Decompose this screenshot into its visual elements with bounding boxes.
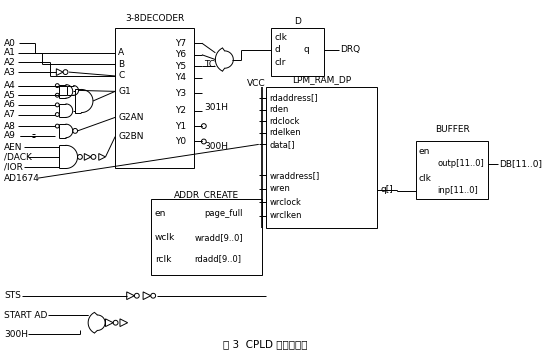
Text: TC: TC bbox=[204, 60, 215, 69]
Text: A5: A5 bbox=[4, 91, 16, 100]
Text: rden: rden bbox=[270, 105, 289, 114]
Text: wrclock: wrclock bbox=[270, 198, 301, 207]
Text: STS: STS bbox=[4, 291, 21, 300]
Text: Y4: Y4 bbox=[175, 73, 186, 82]
Text: A: A bbox=[118, 48, 124, 57]
Text: rdaddress[]: rdaddress[] bbox=[270, 94, 318, 103]
Text: Y1: Y1 bbox=[175, 122, 186, 131]
Text: G2AN: G2AN bbox=[118, 113, 144, 122]
Text: AEN: AEN bbox=[4, 143, 23, 152]
Text: START AD: START AD bbox=[4, 310, 48, 319]
Text: VCC: VCC bbox=[247, 79, 266, 88]
Text: 300H: 300H bbox=[204, 142, 228, 151]
Text: Y7: Y7 bbox=[175, 39, 186, 48]
Text: ADDR_CREATE: ADDR_CREATE bbox=[174, 190, 239, 199]
Text: 图 3  CPLD 电路实现图: 图 3 CPLD 电路实现图 bbox=[223, 339, 308, 349]
Text: Y3: Y3 bbox=[175, 89, 186, 98]
Text: en: en bbox=[155, 209, 166, 218]
Text: G1: G1 bbox=[118, 87, 131, 96]
Text: d: d bbox=[274, 45, 280, 54]
Text: 3-8DECODER: 3-8DECODER bbox=[125, 14, 184, 23]
Text: Y2: Y2 bbox=[175, 106, 186, 115]
Text: rclk: rclk bbox=[155, 254, 171, 264]
Bar bbox=[115, 28, 194, 168]
Bar bbox=[416, 142, 488, 199]
Bar bbox=[271, 28, 324, 76]
Text: page_full: page_full bbox=[204, 209, 242, 218]
Text: DB[11..0]: DB[11..0] bbox=[499, 159, 542, 168]
Text: inp[11..0]: inp[11..0] bbox=[437, 186, 478, 195]
Text: LPM_RAM_DP: LPM_RAM_DP bbox=[292, 75, 351, 84]
Text: A8: A8 bbox=[4, 122, 16, 131]
Text: A4: A4 bbox=[4, 81, 16, 90]
Text: A0: A0 bbox=[4, 39, 16, 48]
Text: A1: A1 bbox=[4, 48, 16, 57]
Text: wrclken: wrclken bbox=[270, 211, 302, 220]
Text: C: C bbox=[118, 72, 124, 81]
Text: A2: A2 bbox=[4, 58, 16, 67]
Text: 301H: 301H bbox=[204, 103, 228, 112]
Text: clr: clr bbox=[274, 58, 286, 67]
Bar bbox=[266, 86, 378, 228]
Text: wradd[9..0]: wradd[9..0] bbox=[194, 233, 243, 242]
Text: G2BN: G2BN bbox=[118, 132, 144, 141]
Text: wren: wren bbox=[270, 184, 290, 193]
Bar bbox=[151, 199, 261, 274]
Text: AD1674: AD1674 bbox=[4, 174, 40, 183]
Text: wclk: wclk bbox=[155, 233, 175, 242]
Text: en: en bbox=[419, 147, 430, 156]
Text: data[]: data[] bbox=[270, 140, 295, 149]
Text: A6: A6 bbox=[4, 100, 16, 109]
Text: 300H: 300H bbox=[4, 330, 28, 339]
Text: /DACK: /DACK bbox=[4, 152, 32, 162]
Text: D: D bbox=[294, 16, 301, 25]
Text: B: B bbox=[118, 60, 124, 69]
Text: A7: A7 bbox=[4, 110, 16, 119]
Text: A9: A9 bbox=[4, 131, 16, 140]
Text: clk: clk bbox=[274, 33, 287, 42]
Text: wraddress[]: wraddress[] bbox=[270, 171, 319, 180]
Text: A3: A3 bbox=[4, 68, 16, 77]
Text: rdelken: rdelken bbox=[270, 129, 301, 137]
Text: rdclock: rdclock bbox=[270, 117, 300, 126]
Text: q[]: q[] bbox=[380, 185, 393, 194]
Text: outp[11..0]: outp[11..0] bbox=[437, 159, 484, 168]
Text: q: q bbox=[303, 45, 309, 54]
Text: clk: clk bbox=[419, 174, 432, 183]
Text: Y0: Y0 bbox=[175, 137, 186, 146]
Text: Y5: Y5 bbox=[175, 62, 186, 71]
Text: BUFFER: BUFFER bbox=[435, 126, 470, 134]
Text: /IOR: /IOR bbox=[4, 162, 23, 171]
Text: rdadd[9..0]: rdadd[9..0] bbox=[194, 254, 241, 264]
Text: DRQ: DRQ bbox=[340, 45, 360, 54]
Text: Y6: Y6 bbox=[175, 50, 186, 59]
